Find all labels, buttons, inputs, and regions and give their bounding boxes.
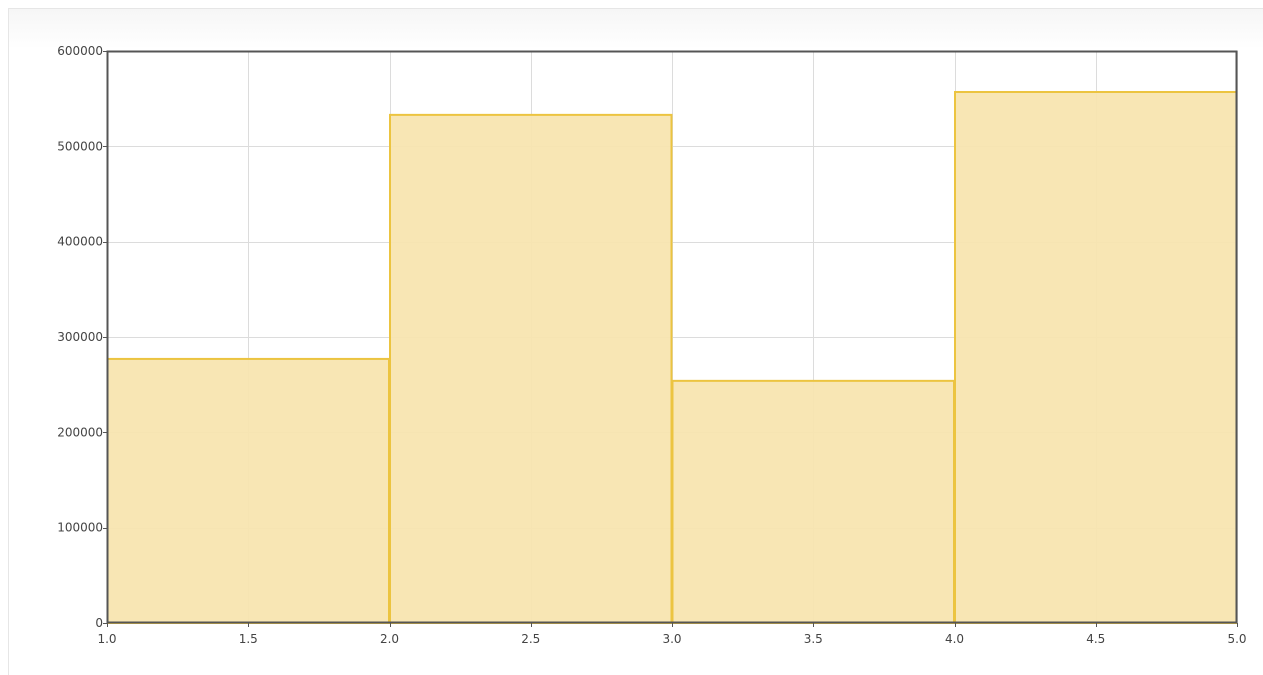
histogram-bar — [389, 113, 673, 625]
y-tick-label: 100000 — [57, 521, 103, 535]
x-tick-label: 1.0 — [97, 632, 116, 646]
x-tick-label: 3.5 — [804, 632, 823, 646]
x-tick-label: 4.5 — [1086, 632, 1105, 646]
histogram-bar — [671, 379, 955, 624]
axes — [103, 50, 1238, 627]
histogram-bar — [106, 357, 390, 624]
y-tick-label: 300000 — [57, 330, 103, 344]
y-tick-label: 500000 — [57, 139, 103, 153]
x-tick-label: 4.0 — [945, 632, 964, 646]
x-tick-label: 5.0 — [1227, 632, 1246, 646]
plot-frame — [106, 50, 1238, 624]
x-axis-tick-labels: 1.0 1.5 2.0 2.5 3.0 3.5 4.0 4.5 5.0 — [97, 632, 1246, 646]
y-tick-label: 0 — [95, 616, 103, 630]
x-tick-label: 2.5 — [521, 632, 540, 646]
x-tick-label: 1.5 — [239, 632, 258, 646]
y-axis-tick-labels: 0 100000 200000 300000 400000 500000 600000 — [57, 44, 103, 630]
y-tick-label: 200000 — [57, 425, 103, 439]
y-tick-label: 400000 — [57, 235, 103, 249]
histogram-bar — [954, 90, 1238, 624]
y-tick-label: 600000 — [57, 44, 103, 58]
x-tick-label: 3.0 — [662, 632, 681, 646]
bars — [106, 90, 1238, 625]
x-tick-label: 2.0 — [380, 632, 399, 646]
